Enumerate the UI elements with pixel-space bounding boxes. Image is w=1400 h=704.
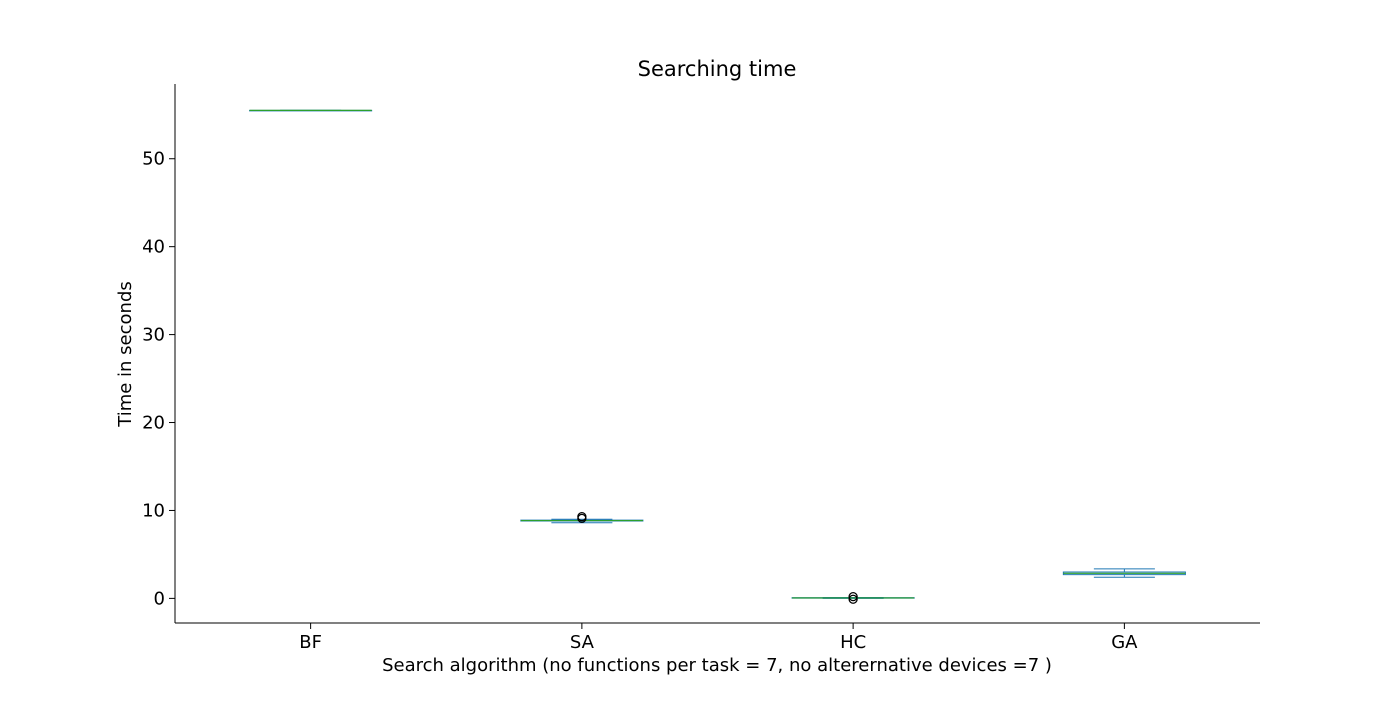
x-tick-label-ga: GA — [1111, 632, 1138, 653]
y-tick-label: 10 — [142, 500, 165, 521]
x-tick-label-bf: BF — [299, 632, 322, 653]
outlier-sa — [577, 511, 587, 522]
y-tick-label: 50 — [142, 149, 165, 170]
y-tick-label: 20 — [142, 413, 165, 434]
y-tick-label: 40 — [142, 237, 165, 258]
plot-area: 0 10 20 30 40 50 BF SA HC GA — [142, 84, 1260, 653]
x-tick-label-hc: HC — [840, 632, 866, 653]
y-tick-label: 30 — [142, 325, 165, 346]
x-tick-label-sa: SA — [570, 632, 595, 653]
outlier-hc — [848, 591, 858, 602]
y-tick-label: 0 — [154, 588, 165, 609]
y-axis-label: Time in seconds — [115, 281, 136, 427]
outlier-hc — [848, 594, 858, 604]
x-axis-label: Search algorithm (no functions per task … — [382, 655, 1052, 676]
chart-title: Searching time — [638, 57, 797, 81]
